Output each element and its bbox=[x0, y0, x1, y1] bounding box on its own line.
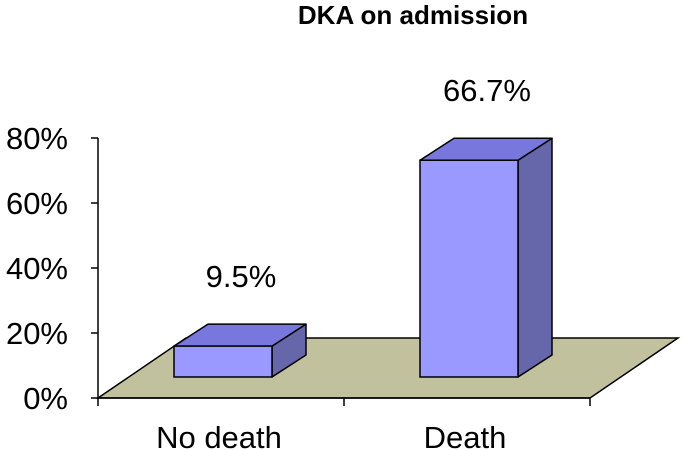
bar-death bbox=[419, 137, 553, 378]
bar-no-death bbox=[173, 323, 307, 378]
bars bbox=[173, 137, 553, 378]
y-tick-label: 20% bbox=[6, 316, 68, 351]
x-tick-label: Death bbox=[424, 420, 507, 450]
data-labels: 9.5% No death 66.7% Death bbox=[156, 73, 531, 450]
data-label: 66.7% bbox=[443, 73, 531, 108]
x-axis-ticks bbox=[97, 398, 591, 406]
bar-front bbox=[419, 159, 519, 378]
bar-side bbox=[517, 137, 553, 378]
y-axis-ticks: 0% 20% 40% 60% 80% bbox=[6, 121, 98, 416]
y-tick-label: 0% bbox=[23, 381, 68, 416]
x-tick-label: No death bbox=[156, 420, 282, 450]
y-tick-label: 40% bbox=[6, 251, 68, 286]
y-tick-label: 60% bbox=[6, 186, 68, 221]
data-label: 9.5% bbox=[206, 259, 277, 294]
bar-front bbox=[173, 345, 273, 378]
chart-title: DKA on admission bbox=[298, 0, 528, 30]
y-tick-label: 80% bbox=[6, 121, 68, 156]
